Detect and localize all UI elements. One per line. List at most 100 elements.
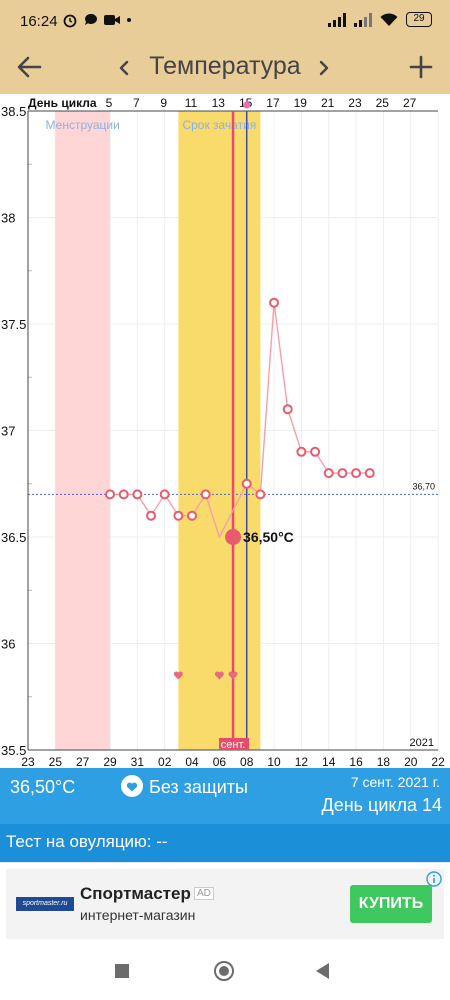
top-tick-label: 13: [212, 96, 226, 110]
selected-month-label: сент.: [221, 739, 246, 751]
fertile-label: Срок зачатия: [182, 118, 256, 132]
bottom-tick-label: 12: [295, 755, 309, 768]
y-tick-label: 38.5: [1, 104, 26, 119]
temperature-point: [337, 468, 348, 479]
y-tick-label: 35.5: [1, 743, 26, 758]
ovulation-test-label: Тест на овуляцию: --: [6, 832, 168, 851]
temperature-chart[interactable]: Менструации Срок зачатия День цикла 5 7 9 11 13…: [0, 94, 450, 768]
recents-icon[interactable]: [115, 964, 129, 978]
dot-icon: [127, 18, 131, 22]
info-icon[interactable]: [426, 871, 442, 887]
bottom-tick-label: 18: [377, 755, 391, 768]
top-tick-label: 25: [376, 96, 390, 110]
temperature-point: [282, 404, 293, 415]
y-tick-label: 37: [1, 424, 15, 439]
menstruation-label: Менструации: [46, 118, 120, 132]
coverline-label: 36,70: [412, 481, 435, 491]
ad-title[interactable]: Спортмастер: [80, 884, 191, 903]
bottom-tick-label: 14: [322, 755, 336, 768]
heart-marker-icon: [173, 671, 183, 680]
system-navigation-bar: [0, 944, 450, 1000]
temperature-point: [132, 489, 143, 500]
bottom-tick-label: 22: [431, 755, 445, 768]
temperature-point: [146, 510, 157, 521]
bottom-tick-label: 25: [49, 755, 63, 768]
cycle-day: День цикла 14: [321, 795, 443, 815]
bottom-tick-label: 20: [404, 755, 418, 768]
buy-button[interactable]: КУПИТЬ: [350, 885, 432, 923]
fertile-zone: [178, 111, 261, 750]
top-tick-label: 17: [266, 96, 280, 110]
signal-icon: [354, 12, 372, 27]
temperature-point: [118, 489, 129, 500]
today-dot: [243, 101, 251, 109]
status-right-icons: 29: [328, 12, 432, 27]
temperature-point: [241, 478, 252, 489]
sportmaster-logo[interactable]: sportmaster.ru: [16, 897, 74, 911]
top-tick-label: 7: [133, 96, 140, 110]
bottom-tick-label: 27: [76, 755, 90, 768]
bottom-tick-label: 02: [158, 755, 172, 768]
bottom-tick-label: 16: [349, 755, 363, 768]
bottom-tick-label: 10: [267, 755, 281, 768]
chart-canvas[interactable]: Менструации Срок зачатия День цикла 5 7 9 11 13…: [0, 94, 450, 768]
selected-date: 7 сент. 2021 г.: [350, 774, 440, 790]
arrow-left-icon[interactable]: [14, 52, 44, 82]
day-info-panel[interactable]: 36,50°C Без защиты 7 сент. 2021 г. День …: [0, 768, 450, 824]
signal-icon: [328, 12, 346, 27]
selected-temperature-point: [225, 529, 242, 545]
top-tick-label: 27: [403, 96, 417, 110]
menstruation-zone: [55, 111, 111, 750]
top-tick-label: 23: [348, 96, 362, 110]
ad-banner[interactable]: sportmaster.ru Спортмастер AD интернет-м…: [0, 862, 450, 944]
top-tick-label: 21: [321, 96, 335, 110]
heart-marker-icon: [214, 671, 224, 680]
battery-icon: 29: [406, 12, 432, 27]
selected-month-badge: [219, 738, 250, 750]
selected-temperature: 36,50°C: [10, 777, 76, 797]
selected-temperature-label: 36,50°C: [243, 529, 294, 545]
ad-subtitle[interactable]: интернет-магазин: [80, 907, 196, 923]
temperature-point: [351, 468, 362, 479]
heart-icon: [121, 775, 143, 797]
temperature-point: [269, 297, 280, 308]
bottom-tick-label: 29: [103, 755, 117, 768]
home-icon[interactable]: [214, 961, 234, 981]
status-time: 16:24: [20, 13, 58, 30]
top-tick-label: 5: [106, 96, 113, 110]
top-tick-label: 11: [185, 96, 198, 110]
temperature-point: [323, 468, 334, 479]
video-icon: [104, 15, 120, 25]
status-left-icons: [62, 12, 132, 28]
chevron-left-icon[interactable]: [114, 54, 134, 82]
bottom-tick-label: 06: [213, 755, 227, 768]
app-header: Температура: [0, 42, 450, 94]
top-tick-label: 9: [160, 96, 167, 110]
temperature-point: [159, 489, 170, 500]
y-tick-label: 36.5: [1, 530, 26, 545]
y-tick-label: 36: [1, 637, 15, 652]
back-icon[interactable]: [316, 963, 329, 979]
chat-icon: [84, 13, 97, 25]
wifi-icon: [380, 12, 398, 26]
bottom-tick-label: 08: [240, 755, 254, 768]
y-tick-label: 37.5: [1, 317, 26, 332]
temperature-point: [187, 510, 198, 521]
temperature-point: [296, 446, 307, 457]
temperature-point: [255, 489, 266, 500]
chevron-right-icon[interactable]: [314, 54, 334, 82]
temperature-point: [310, 446, 321, 457]
plus-icon[interactable]: [406, 52, 436, 82]
cycle-day-axis-label: День цикла: [28, 96, 97, 110]
ad-content[interactable]: sportmaster.ru Спортмастер AD интернет-м…: [6, 869, 444, 939]
bottom-tick-label: 31: [131, 755, 145, 768]
temperature-point: [364, 468, 375, 479]
temperature-point: [105, 489, 116, 500]
protection-status: Без защиты: [149, 777, 248, 797]
bottom-tick-label: 04: [185, 755, 199, 768]
ad-badge: AD: [194, 887, 214, 900]
ovulation-test-row[interactable]: Тест на овуляцию: --: [0, 824, 450, 862]
alarm-icon: [63, 14, 77, 28]
temperature-point: [173, 510, 184, 521]
page-title: Температура: [149, 52, 301, 80]
